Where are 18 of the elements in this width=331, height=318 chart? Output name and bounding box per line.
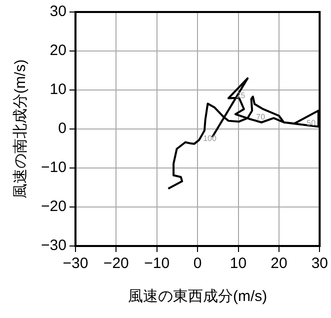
y-tick-label: −30 xyxy=(40,237,66,254)
y-tick-label: 30 xyxy=(50,3,66,20)
y-tick-label: −20 xyxy=(40,198,66,216)
x-tick-label: −10 xyxy=(144,255,170,272)
annotation: 100 xyxy=(203,134,217,143)
y-axis-title: 風速の南北成分(m/s) xyxy=(12,59,30,199)
y-tick-label: 10 xyxy=(50,81,66,98)
y-tick-label: −10 xyxy=(40,159,66,176)
x-tick-label: 30 xyxy=(311,255,328,272)
x-tick-label: −20 xyxy=(103,255,129,272)
x-tick-label: 20 xyxy=(270,255,288,272)
x-tick-label: 0 xyxy=(193,255,202,272)
x-tick-label: −30 xyxy=(62,255,88,272)
y-tick-label: 0 xyxy=(58,120,66,138)
annotation: 70 xyxy=(256,112,266,122)
x-axis-title: 風速の東西成分(m/s) xyxy=(128,288,268,306)
x-tick-label: 10 xyxy=(230,255,247,272)
y-tick-label: 20 xyxy=(50,42,66,60)
